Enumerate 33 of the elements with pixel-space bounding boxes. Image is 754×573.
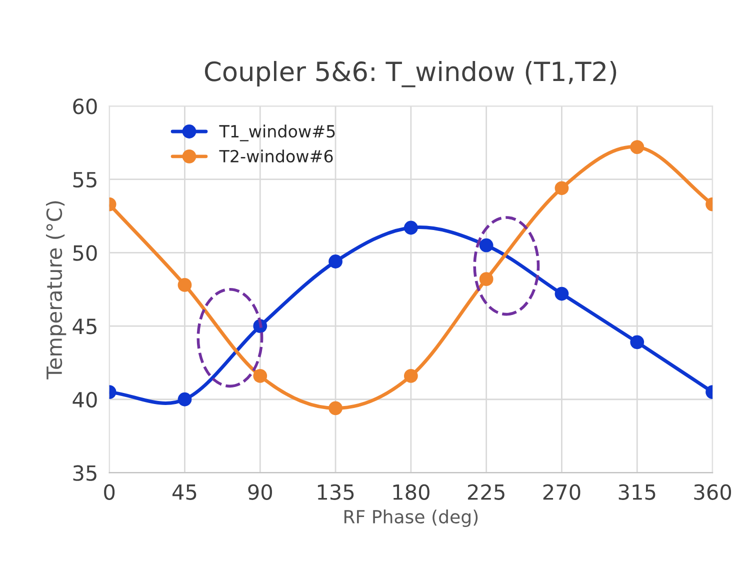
point [253, 368, 268, 383]
point [404, 368, 418, 383]
x-tick-label: 180 [393, 484, 430, 500]
y-tick-label: 35 [73, 465, 96, 481]
y-tick-label: 45 [72, 318, 96, 334]
point [554, 286, 569, 301]
y-tick-label: 50 [73, 245, 97, 261]
chart-title: Coupler 5&6: T_window (T1,T2) [204, 60, 616, 88]
y-axis-title: Temperature (°C) [46, 201, 66, 380]
y-tick-label: 55 [73, 172, 96, 188]
legend-label: T2-window#6 [219, 150, 333, 162]
point [554, 181, 569, 196]
x-tick-label: 45 [172, 484, 196, 500]
x-tick-label: 225 [468, 484, 504, 500]
point [630, 140, 644, 154]
point [178, 392, 192, 406]
x-tick-label: 315 [618, 484, 656, 500]
x-tick-label: 270 [543, 484, 580, 500]
x-tick-label: 360 [694, 484, 732, 500]
y-tick-label: 60 [73, 98, 97, 114]
x-tick-label: 90 [248, 484, 272, 500]
x-axis-title: RF Phase (deg) [344, 510, 478, 528]
y-tick-label: 40 [72, 392, 97, 408]
point [479, 272, 494, 286]
point [630, 335, 644, 350]
x-tick-label: 0 [104, 484, 115, 500]
x-tick-label: 135 [318, 484, 354, 500]
legend-label: T1_window#5 [219, 124, 335, 142]
point [404, 220, 418, 235]
point [328, 254, 342, 268]
point [479, 238, 494, 252]
point [328, 401, 342, 416]
point [178, 278, 192, 292]
